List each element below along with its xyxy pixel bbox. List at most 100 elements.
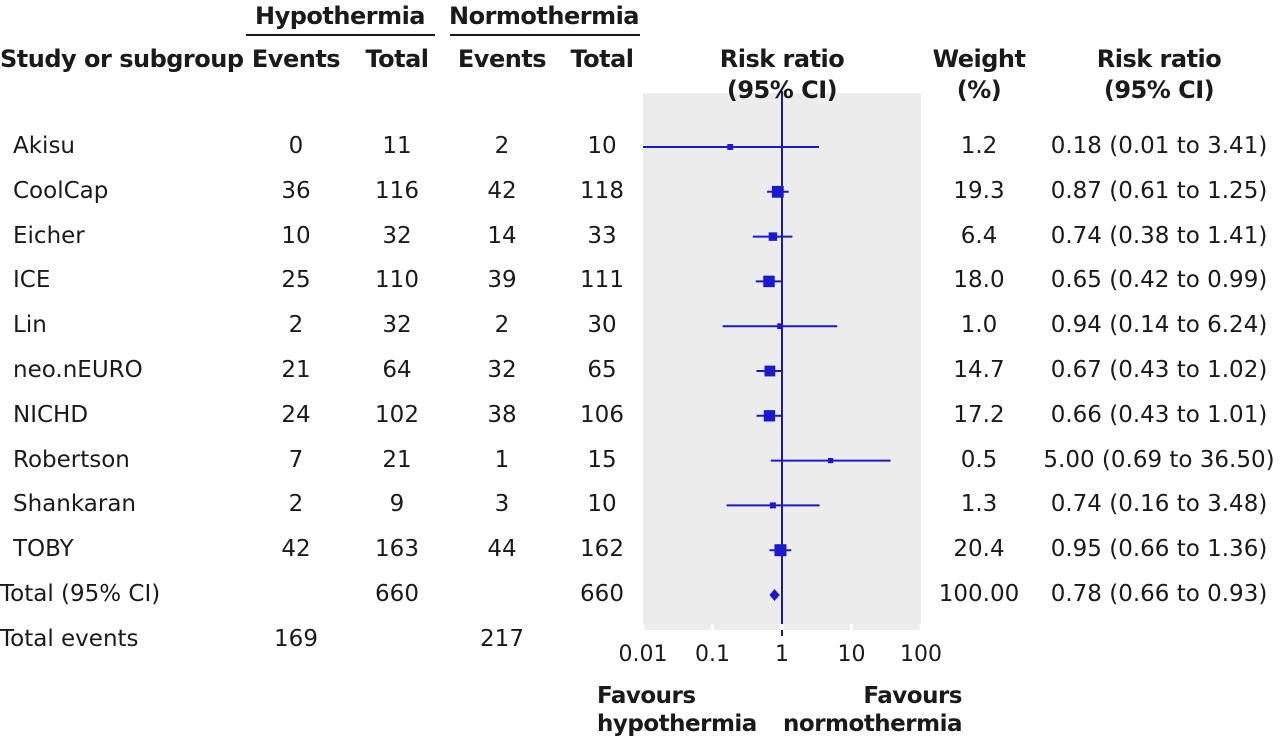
risk-ratio-cell: 0.94 (0.14 to 6.24) [1050,312,1268,339]
weight-cell: 14.7 [953,357,1005,383]
hypo-total-cell: 21 [382,446,412,473]
normo-events-cell: 39 [487,267,517,294]
x-axis-tick-label: 0.1 [695,642,730,667]
normo-events-cell: 14 [487,222,517,249]
study-name: Robertson [13,446,130,473]
study-name: NICHD [13,401,89,428]
hypo-events-cell: 42 [281,536,311,563]
favours-right-label: Favours normothermia [783,682,962,738]
favours-right-line1: Favours [863,683,962,709]
risk-ratio-cell: 0.67 (0.43 to 1.02) [1050,357,1268,383]
study-name: TOBY [13,536,74,563]
hypo-total-cell: 9 [389,491,405,518]
header-study: Study or subgroup [0,45,244,73]
weight-cell: 17.2 [953,401,1005,428]
total-events-label: Total events [0,625,139,652]
risk-ratio-cell: 5.00 (0.69 to 36.50) [1043,446,1275,473]
total-risk-ratio: 0.78 (0.66 to 0.93) [1050,581,1268,607]
pooled-estimate-diamond [769,589,780,601]
x-axis-tick-label: 100 [900,642,942,667]
study-name: CoolCap [13,177,109,204]
hypo-events-cell: 10 [281,222,311,249]
header-normo-events: Events [457,45,547,73]
x-axis-tick-label: 0.01 [618,642,668,667]
header-hypo-events: Events [251,45,341,73]
normo-events-cell: 2 [494,312,510,339]
point-estimate-marker [769,502,776,509]
normo-events-cell: 32 [487,357,517,383]
header-rr-plot-line2: (95% CI) [726,76,838,104]
hypo-total-cell: 11 [382,133,412,159]
hypo-total-cell: 64 [382,357,412,383]
total-normo-total: 660 [580,581,624,607]
header-rr-text-line2: (95% CI) [1103,76,1215,104]
normo-events-cell: 44 [487,536,517,563]
risk-ratio-cell: 0.18 (0.01 to 3.41) [1050,133,1268,159]
hypo-total-cell: 116 [375,177,419,204]
hypo-total-cell: 32 [382,312,412,339]
weight-cell: 1.3 [960,491,998,518]
favours-right-line2: normothermia [783,711,962,737]
header-rr-plot-line1: Risk ratio [719,45,845,73]
point-estimate-marker [764,365,776,377]
total-events-hypo: 169 [274,625,318,652]
normo-total-cell: 106 [580,401,624,428]
weight-cell: 1.2 [960,133,998,159]
hypo-total-cell: 163 [375,536,419,563]
favours-left-line2: hypothermia [597,711,757,737]
hypo-total-cell: 110 [375,267,419,294]
favours-left-label: Favours hypothermia [597,682,757,738]
normo-events-cell: 3 [494,491,510,518]
x-axis-tick-label: 1 [775,642,789,667]
risk-ratio-cell: 0.74 (0.16 to 3.48) [1050,491,1268,518]
hypo-events-cell: 36 [281,177,311,204]
study-name: neo.nEURO [13,357,143,383]
group-underline-normothermia [450,34,640,36]
study-name: Shankaran [13,491,136,518]
normo-total-cell: 33 [587,222,617,249]
normo-total-cell: 10 [587,491,617,518]
weight-cell: 19.3 [953,177,1005,204]
weight-cell: 20.4 [953,536,1005,563]
study-name: Akisu [13,133,76,159]
risk-ratio-cell: 0.87 (0.61 to 1.25) [1050,177,1268,204]
total-label: Total (95% CI) [0,581,161,607]
normo-total-cell: 65 [587,357,617,383]
risk-ratio-cell: 0.74 (0.38 to 1.41) [1050,222,1268,249]
normo-total-cell: 10 [587,133,617,159]
point-estimate-marker [763,275,775,288]
study-name: Lin [13,312,47,339]
hypo-events-cell: 21 [281,357,311,383]
point-estimate-marker [763,410,776,422]
normo-total-cell: 30 [587,312,617,339]
normo-events-cell: 2 [494,133,510,159]
x-axis-tick-label: 10 [837,642,866,667]
group-underline-hypothermia [246,34,435,36]
point-estimate-marker [827,457,834,464]
hypo-total-cell: 102 [375,401,419,428]
header-weight-line1: Weight [932,45,1026,73]
point-estimate-marker [768,232,778,241]
normo-total-cell: 118 [580,177,624,204]
total-weight: 100.00 [938,581,1020,607]
study-name: ICE [13,267,51,294]
normo-events-cell: 1 [494,446,510,473]
hypo-events-cell: 2 [288,491,304,518]
header-hypo-total: Total [365,45,429,73]
normo-total-cell: 15 [587,446,617,473]
header-rr-text-line1: Risk ratio [1096,45,1222,73]
hypo-events-cell: 2 [288,312,304,339]
favours-left-line1: Favours [597,683,696,709]
group-header-normothermia: Normothermia [448,2,640,30]
total-events-normo: 217 [480,625,524,652]
hypo-events-cell: 24 [281,401,311,428]
total-hypo-total: 660 [375,581,419,607]
point-estimate-marker [774,544,787,557]
header-normo-total: Total [570,45,634,73]
hypo-total-cell: 32 [382,222,412,249]
hypo-events-cell: 25 [281,267,311,294]
risk-ratio-cell: 0.65 (0.42 to 0.99) [1050,267,1268,294]
weight-cell: 1.0 [960,312,998,339]
header-weight-line2: (%) [956,76,1002,104]
